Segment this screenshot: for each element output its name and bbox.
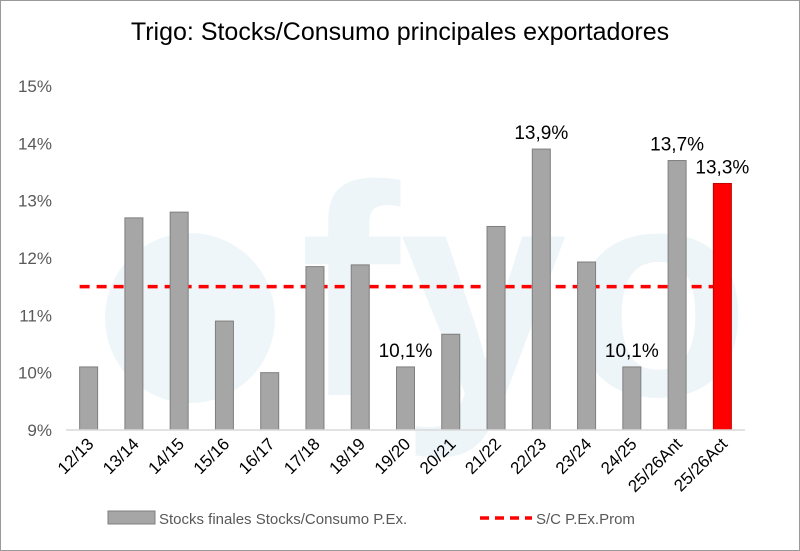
bar-13/14 <box>124 217 144 431</box>
x-tick-label: 14/15 <box>144 434 188 478</box>
bar-25/26Ant <box>667 160 687 431</box>
x-tick-label: 15/16 <box>190 434 234 478</box>
y-tick-label: 9% <box>27 421 52 440</box>
y-tick-label: 11% <box>19 306 52 325</box>
y-tick-label: 15% <box>18 77 52 96</box>
bar-21/22 <box>486 225 506 431</box>
x-tick-label: 13/14 <box>99 434 143 478</box>
bar-23/24 <box>577 261 597 431</box>
bar-22/23 <box>531 148 551 431</box>
watermark-logo: fyo <box>105 123 750 461</box>
bar-12/13 <box>79 366 99 431</box>
data-label: 13,3% <box>695 157 749 178</box>
data-label: 13,9% <box>514 123 568 144</box>
bar-25/26Act <box>712 182 732 431</box>
legend-line-label: S/C P.Ex.Prom <box>536 511 635 528</box>
bar-15/16 <box>214 320 234 431</box>
bar-20/21 <box>441 333 461 431</box>
y-axis: 9% 10% 11% 12% 13% 14% 15% <box>18 77 52 440</box>
legend-bar-label: Stocks finales Stocks/Consumo P.Ex. <box>159 511 407 528</box>
data-label: 10,1% <box>379 341 433 362</box>
data-label: 10,1% <box>605 341 659 362</box>
bar-24/25 <box>622 366 642 431</box>
y-tick-label: 13% <box>18 192 52 211</box>
x-tick-label: 16/17 <box>235 434 279 478</box>
x-tick-label: 12/13 <box>54 434 98 478</box>
y-tick-label: 14% <box>18 134 52 153</box>
bar-14/15 <box>169 211 189 431</box>
bar-16/17 <box>260 372 280 431</box>
y-tick-label: 12% <box>18 249 52 268</box>
data-labels: 10,1% 13,9% 10,1% 13,7%13,3% <box>379 123 750 362</box>
bar-17/18 <box>305 266 325 431</box>
data-label: 13,7% <box>650 135 704 156</box>
bar-19/20 <box>396 366 415 431</box>
bar-18/19 <box>350 264 370 431</box>
legend: Stocks finales Stocks/Consumo P.Ex. S/C … <box>107 510 635 528</box>
y-tick-label: 10% <box>18 364 52 383</box>
chart-title: Trigo: Stocks/Consumo principales export… <box>131 18 669 46</box>
legend-bar-swatch <box>107 510 156 525</box>
